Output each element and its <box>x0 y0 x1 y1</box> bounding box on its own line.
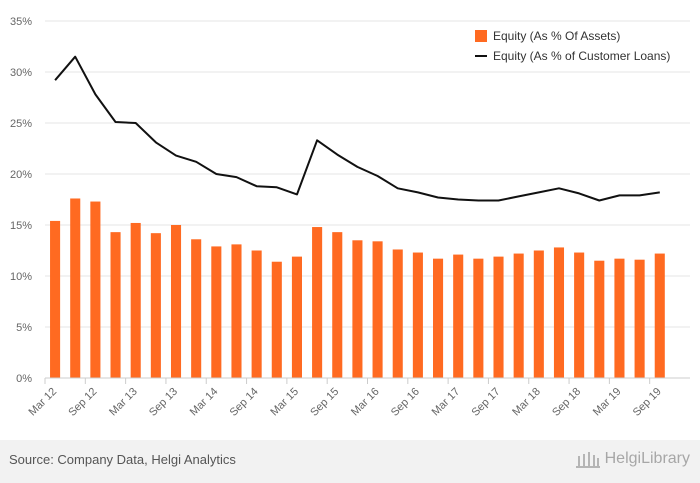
bar <box>453 254 464 378</box>
y-tick-label: 35% <box>10 16 32 28</box>
x-tick-label: Sep 14 <box>228 386 261 419</box>
x-tick-label: Mar 16 <box>349 386 382 419</box>
bar-series <box>50 198 665 378</box>
x-tick-label: Mar 19 <box>591 386 624 419</box>
bar <box>493 256 504 378</box>
x-tick-label: Sep 16 <box>389 386 422 419</box>
bar <box>312 227 323 378</box>
bar <box>90 201 101 378</box>
bar <box>654 253 665 378</box>
bar <box>433 258 444 378</box>
grid-lines <box>45 20 690 328</box>
library-building-icon <box>575 452 600 468</box>
bar <box>191 239 202 378</box>
bar <box>594 260 605 378</box>
x-tick-label: Mar 15 <box>268 386 301 419</box>
y-tick-label: 0% <box>16 373 32 385</box>
x-tick-label: Sep 15 <box>308 386 341 419</box>
legend: Equity (As % Of Assets) Equity (As % of … <box>475 29 670 63</box>
x-tick-label: Sep 13 <box>147 386 180 419</box>
y-axis: 0% 5% 10% 15% 20% 25% 30% 35% <box>10 16 32 385</box>
bar <box>614 258 625 378</box>
legend-label-line: Equity (As % of Customer Loans) <box>493 49 670 63</box>
bar <box>352 240 363 378</box>
bar <box>473 258 484 378</box>
bar <box>392 249 403 378</box>
bar <box>553 247 565 378</box>
bar <box>372 241 383 378</box>
x-axis: Mar 12 Sep 12 Mar 13 Sep 13 Mar 14 Sep 14 Mar … <box>26 377 690 419</box>
x-tick-label: Mar 12 <box>26 386 59 419</box>
legend-label-bar: Equity (As % Of Assets) <box>493 29 620 43</box>
footer: Source: Company Data, Helgi Analytics He… <box>0 440 700 483</box>
bar <box>332 232 343 378</box>
brand-logo: HelgiLibrary <box>575 449 690 469</box>
x-tick-label: Sep 18 <box>550 386 583 419</box>
x-tick-label: Mar 14 <box>188 386 221 419</box>
bar <box>251 250 262 378</box>
bar <box>231 244 242 378</box>
line-path <box>54 55 660 202</box>
legend-swatch-bar <box>475 30 487 42</box>
x-tick-label: Mar 17 <box>430 386 463 419</box>
bar <box>574 252 585 378</box>
x-tick-label: Sep 12 <box>66 386 99 419</box>
y-tick-label: 10% <box>10 271 32 283</box>
y-tick-label: 30% <box>10 67 32 79</box>
bar <box>70 198 81 378</box>
bar <box>513 253 524 378</box>
bar <box>271 261 282 378</box>
y-tick-label: 20% <box>10 169 32 181</box>
bar <box>110 232 121 378</box>
chart: 0%5%10%15%20%25%30%35% Mar 12 Sep 12 Mar 1… <box>10 16 690 419</box>
y-tick-label: 15% <box>10 220 32 232</box>
y-tick-label: 5% <box>16 322 32 334</box>
y-tick-label: 25% <box>10 118 32 130</box>
x-tick-label: Sep 19 <box>631 386 664 419</box>
bar <box>130 222 141 378</box>
x-tick-label: Mar 18 <box>510 386 543 419</box>
bar <box>211 246 222 378</box>
x-tick-label: Mar 13 <box>107 386 140 419</box>
bar <box>170 225 182 378</box>
bar <box>150 233 161 378</box>
source-note: Source: Company Data, Helgi Analytics <box>9 452 236 467</box>
line-series <box>54 55 660 202</box>
bar <box>50 220 61 378</box>
bar <box>291 256 302 378</box>
bar <box>634 259 645 378</box>
brand-name: HelgiLibrary <box>604 450 690 467</box>
bar <box>533 250 544 378</box>
bar <box>412 252 423 378</box>
x-tick-label: Sep 17 <box>469 386 502 419</box>
